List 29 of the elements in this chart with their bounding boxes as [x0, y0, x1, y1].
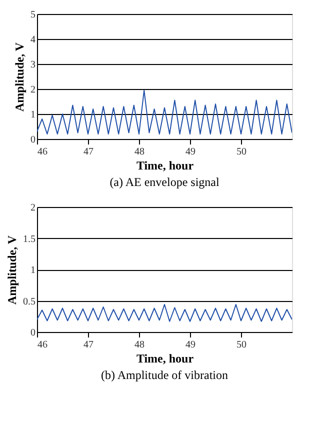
y-axis-title: Amplitude, V — [12, 42, 26, 112]
y-tick-label: 1 — [30, 110, 36, 120]
y-tick-label: 1.5 — [23, 234, 36, 245]
x-tick-label: 46 — [38, 340, 48, 350]
y-tick-label: 5 — [30, 10, 36, 20]
x-tick-label: 48 — [134, 340, 144, 350]
text: (b) Amplitude of vibration — [101, 368, 228, 382]
x-tick-label: 49 — [186, 146, 196, 158]
y-tick-label: 4 — [30, 34, 36, 46]
y-tick-label: 3 — [30, 60, 36, 70]
x-tick-label: 48 — [134, 146, 144, 158]
y-axis-title: Amplitude, V — [5, 235, 19, 305]
x-axis-title: Time, hour — [136, 352, 194, 366]
x-tick-label: 50 — [236, 146, 246, 158]
x-tick-label: 49 — [186, 340, 196, 350]
y-tick-label: 0 — [30, 134, 36, 146]
y-tick-label: 0.5 — [23, 296, 36, 308]
x-tick-label: 46 — [38, 146, 48, 158]
x-axis-title: Time, hour — [136, 158, 194, 172]
x-tick-label: 47 — [84, 340, 94, 350]
line-series — [37, 304, 292, 322]
y-tick-label: 2 — [30, 84, 36, 96]
y-tick-label: 2 — [30, 202, 36, 214]
x-tick-label: 47 — [84, 146, 94, 158]
y-tick-label: 0 — [30, 328, 36, 338]
text: (a) AE envelope signal — [110, 175, 220, 189]
x-tick-label: 50 — [236, 340, 246, 350]
y-tick-label: 1 — [30, 265, 36, 276]
line-series — [37, 90, 292, 134]
